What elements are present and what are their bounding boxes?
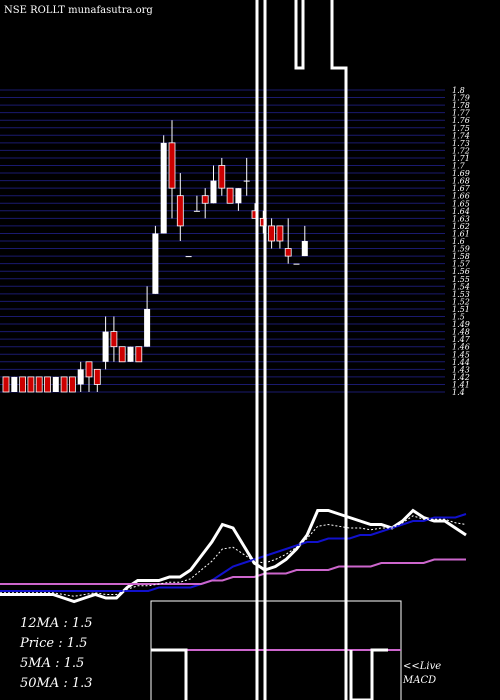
y-tick-label: 1.75 (452, 124, 470, 133)
candle-down (2, 376, 10, 393)
indicator-line-slow (0, 558, 466, 585)
candle-down (44, 376, 51, 393)
candle-up (301, 241, 308, 257)
y-tick-label: 1.59 (452, 245, 470, 254)
y-tick-label: 1.58 (452, 252, 470, 261)
candle-down (168, 142, 176, 189)
y-tick-label: 1.72 (452, 146, 470, 155)
candle-down (35, 376, 43, 393)
y-tick-label: 1.57 (452, 260, 471, 269)
macd-link[interactable]: <<Live MACD (403, 660, 441, 688)
macd-label: MACD (403, 675, 437, 686)
candle-down (19, 376, 27, 393)
candle-up (11, 376, 18, 392)
candle-down (118, 346, 126, 363)
candle-down (176, 195, 184, 227)
y-tick-label: 1.55 (452, 275, 470, 284)
y-tick-label: 1.62 (452, 222, 470, 231)
candle-down (85, 361, 93, 378)
y-tick-label: 1.69 (452, 169, 470, 178)
stat-50ma: 50MA : 1.3 (20, 676, 93, 691)
candle-down (69, 376, 76, 393)
candle-down (93, 368, 101, 385)
y-tick-label: 1.4 (452, 388, 465, 397)
y-tick-label: 1.65 (452, 199, 470, 208)
candle-down (27, 376, 35, 393)
macd-trace-right (349, 648, 388, 700)
y-tick-label: 1.8 (452, 86, 465, 95)
y-tick-label: 1.73 (452, 139, 470, 148)
candle-up (127, 346, 134, 362)
y-tick-label: 1.42 (452, 373, 470, 382)
y-tick-label: 1.5 (452, 313, 465, 322)
stat-12ma: 12MA : 1.5 (20, 616, 93, 631)
live-label: <<Live (403, 661, 442, 672)
candle-down (218, 165, 226, 189)
candle-up (210, 180, 217, 204)
y-tick-label: 1.76 (452, 116, 470, 125)
y-tick-label: 1.79 (452, 94, 470, 103)
candle-up (293, 263, 300, 265)
candle-up (152, 233, 159, 294)
candle-up (193, 210, 200, 212)
y-tick-label: 1.53 (452, 290, 470, 299)
candle-down (60, 376, 68, 393)
candle-down (268, 225, 276, 242)
indicator-line-mid (0, 513, 467, 592)
y-tick-label: 1.67 (452, 184, 471, 193)
candle-down (110, 331, 118, 348)
y-tick-label: 1.64 (452, 207, 470, 216)
candle-up (235, 188, 242, 204)
y-tick-label: 1.56 (452, 267, 470, 276)
candle-up (52, 376, 59, 392)
candle-up (160, 142, 167, 234)
watermark: NSE ROLLT munafasutra.org (4, 5, 153, 16)
price-trace (255, 0, 348, 700)
candle-up (102, 331, 109, 362)
y-tick-label: 1.66 (452, 192, 470, 201)
y-tick-label: 1.74 (452, 131, 470, 140)
y-tick-label: 1.41 (452, 380, 470, 389)
y-tick-labels: 1.81.791.781.771.761.751.741.731.721.711… (452, 86, 471, 397)
y-tick-label: 1.52 (452, 297, 470, 306)
y-tick-label: 1.49 (452, 320, 470, 329)
candle-up (243, 180, 250, 182)
candle-down (226, 187, 234, 204)
y-tick-label: 1.7 (452, 162, 466, 171)
candle-up (185, 256, 192, 258)
candle-down (135, 346, 143, 363)
stat-price: Price : 1.5 (20, 636, 88, 651)
candle-up (77, 369, 84, 385)
candle-up (144, 308, 151, 347)
y-tick-label: 1.54 (452, 282, 470, 291)
y-tick-label: 1.71 (452, 154, 470, 163)
indicator-line-dashed (0, 515, 467, 597)
y-tick-label: 1.43 (452, 365, 470, 374)
price-trace-right (330, 0, 348, 700)
y-tick-label: 1.45 (452, 350, 470, 359)
y-tick-label: 1.51 (452, 305, 470, 314)
stat-5ma: 5MA : 1.5 (20, 656, 85, 671)
y-tick-label: 1.63 (452, 214, 470, 223)
y-tick-label: 1.47 (452, 335, 471, 344)
candle-down (276, 225, 284, 242)
y-tick-label: 1.6 (452, 237, 465, 246)
y-tick-label: 1.44 (452, 358, 470, 367)
y-tick-label: 1.48 (452, 328, 470, 337)
y-tick-label: 1.77 (452, 109, 471, 118)
y-tick-label: 1.68 (452, 177, 470, 186)
y-tick-label: 1.46 (452, 343, 470, 352)
candle-down (284, 248, 292, 257)
candle-down (201, 195, 209, 204)
grid-lines (0, 89, 445, 393)
indicator-line-fast (0, 508, 467, 604)
macd-trace-left (151, 648, 188, 700)
y-tick-label: 1.78 (452, 101, 470, 110)
lower-panel (0, 508, 467, 700)
y-tick-label: 1.61 (452, 229, 470, 238)
candles (2, 120, 308, 393)
price-trace-notch (294, 0, 305, 70)
stats-panel: 12MA : 1.5 Price : 1.5 5MA : 1.5 50MA : … (20, 614, 93, 694)
